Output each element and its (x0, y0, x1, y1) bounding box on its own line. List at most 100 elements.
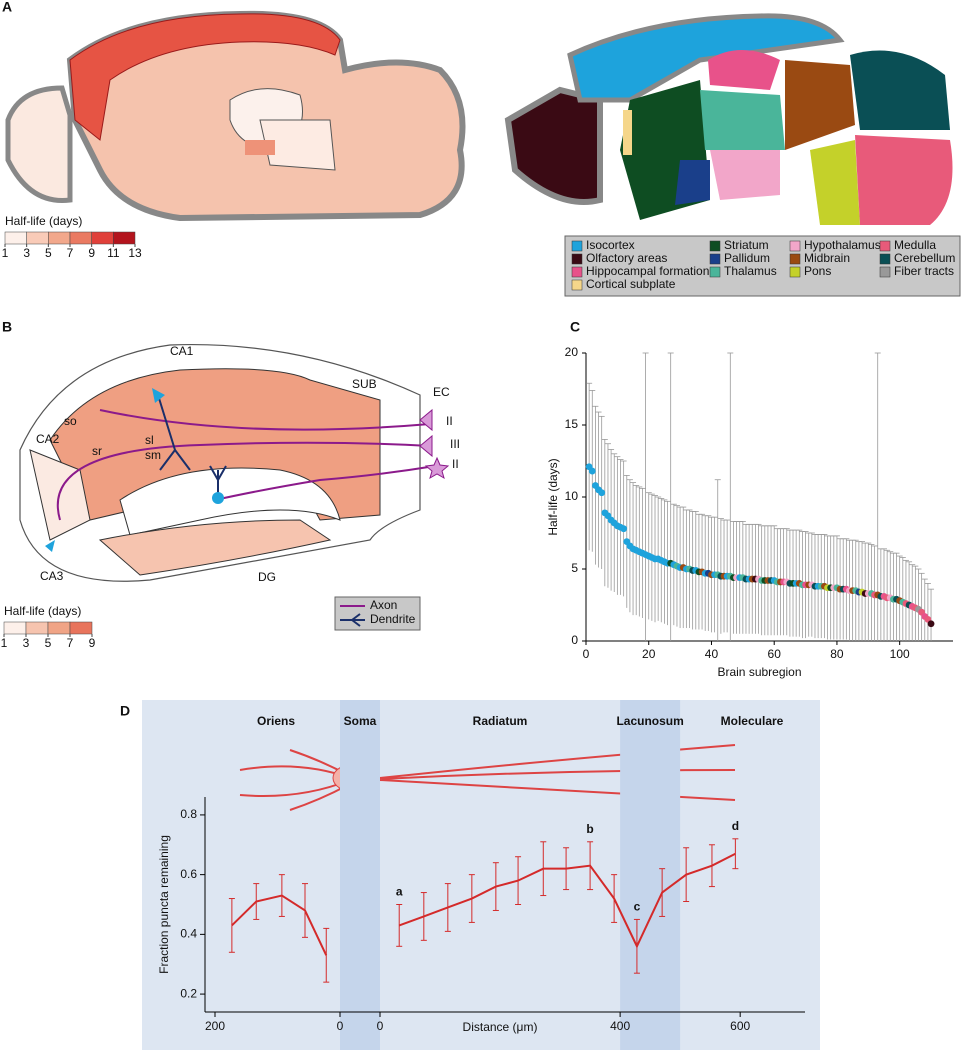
x-tick-label: 200 (205, 1019, 225, 1033)
legend-label: Pons (804, 264, 831, 278)
panel-d-bg (142, 700, 820, 1050)
colorbar-cell (3, 621, 27, 635)
neuron (239, 744, 736, 811)
region-label: sl (145, 433, 154, 447)
band-label: Radiatum (473, 714, 528, 728)
panel-label: B (2, 319, 12, 335)
x-axis-label: Brain subregion (717, 665, 801, 679)
colorbar-tick-label: 1 (1, 636, 8, 650)
colorbar-cell (48, 231, 71, 245)
x-tick-label: 400 (610, 1019, 630, 1033)
colorbar-cell (113, 231, 136, 245)
band (620, 700, 681, 1050)
band-label: Moleculare (721, 714, 784, 728)
colorbar-tick-label: 7 (67, 636, 74, 650)
colorbar-cell (47, 621, 71, 635)
region-label: so (64, 414, 77, 428)
x-tick-label: 60 (768, 647, 782, 661)
legend-swatch (879, 266, 891, 278)
point-label: d (732, 819, 739, 833)
region-label: CA3 (40, 569, 64, 583)
y-tick-label: 0.2 (180, 986, 197, 1000)
legend-swatch (709, 253, 721, 265)
point (620, 525, 628, 533)
colorbar-tick-label: 7 (67, 246, 74, 260)
legend-label: Fiber tracts (894, 264, 954, 278)
colorbar-tick-label: 9 (89, 636, 96, 650)
legend-label: Dendrite (370, 612, 416, 626)
x-tick-label: 20 (642, 647, 656, 661)
x-tick-label: 0 (337, 1019, 344, 1033)
colorbar-tick-label: 5 (45, 246, 52, 260)
region-label: DG (258, 570, 276, 584)
x-tick-label: 80 (830, 647, 844, 661)
y-tick-label: 15 (565, 417, 579, 431)
y-axis-label: Half-life (days) (546, 458, 560, 535)
panel-label: C (570, 319, 580, 335)
y-tick-label: 0.8 (180, 807, 197, 821)
colorbar-cell (4, 231, 27, 245)
colorbar-cell (91, 231, 114, 245)
colorbar-tick-label: 13 (128, 246, 142, 260)
legend-swatch (571, 266, 583, 278)
point (598, 489, 606, 497)
legend-swatch (709, 240, 721, 252)
point-label: b (586, 822, 593, 836)
panel-label: A (2, 0, 12, 15)
y-axis-label: Fraction puncta remaining (157, 835, 171, 974)
legend-swatch (571, 279, 583, 291)
legend-swatch (709, 266, 721, 278)
region-label: II (452, 457, 459, 471)
legend-label: Midbrain (804, 251, 850, 265)
colorbar-tick-label: 11 (107, 246, 120, 260)
legend-swatch (879, 240, 891, 252)
region-label: sr (92, 444, 102, 458)
legend-swatch (571, 253, 583, 265)
point-label: c (634, 900, 641, 914)
legend-swatch (789, 266, 801, 278)
x-tick-label: 0 (583, 647, 590, 661)
colorbar-tick-label: 3 (23, 246, 30, 260)
legend-swatch (789, 253, 801, 265)
y-tick-label: 0.6 (180, 867, 197, 881)
y-tick-label: 0.4 (180, 927, 197, 941)
region-label: II (446, 414, 453, 428)
x-tick-label: 600 (730, 1019, 750, 1033)
point (927, 620, 935, 628)
band-label: Lacunosum (616, 714, 683, 728)
colorbar-tick-label: 5 (45, 636, 52, 650)
x-tick-label: 100 (890, 647, 910, 661)
legend-label: Axon (370, 598, 397, 612)
legend-swatch (571, 240, 583, 252)
brain-regions (504, 13, 953, 225)
colorbar-cell (69, 621, 93, 635)
y-tick-label: 10 (565, 489, 579, 503)
colorbar-tick-label: 3 (23, 636, 30, 650)
colorbar-title: Half-life (days) (5, 214, 82, 228)
band (340, 700, 380, 1050)
region-label: sm (145, 448, 161, 462)
colorbar-tick-label: 9 (88, 246, 95, 260)
colorbar-tick-label: 1 (2, 246, 9, 260)
region-label: CA2 (36, 432, 60, 446)
legend-swatch (789, 240, 801, 252)
colorbar-title: Half-life (days) (4, 604, 81, 618)
region-label: CA1 (170, 344, 194, 358)
panel-label: D (120, 703, 130, 719)
legend-label: Thalamus (724, 264, 777, 278)
legend-swatch (879, 253, 891, 265)
brain-halflife (5, 10, 466, 222)
region-label: EC (433, 385, 450, 399)
legend-swatch (340, 613, 365, 627)
legend-box (334, 596, 421, 631)
region-label: SUB (352, 377, 377, 391)
legend-label: Pallidum (724, 251, 770, 265)
legend-label: Hypothalamus (804, 238, 881, 252)
x-tick-label: 40 (705, 647, 719, 661)
legend-box (564, 235, 961, 297)
x-tick-label: 0 (377, 1019, 384, 1033)
legend-label: Hippocampal formation (586, 264, 709, 278)
band-label: Soma (344, 714, 377, 728)
legend-label: Isocortex (586, 238, 635, 252)
